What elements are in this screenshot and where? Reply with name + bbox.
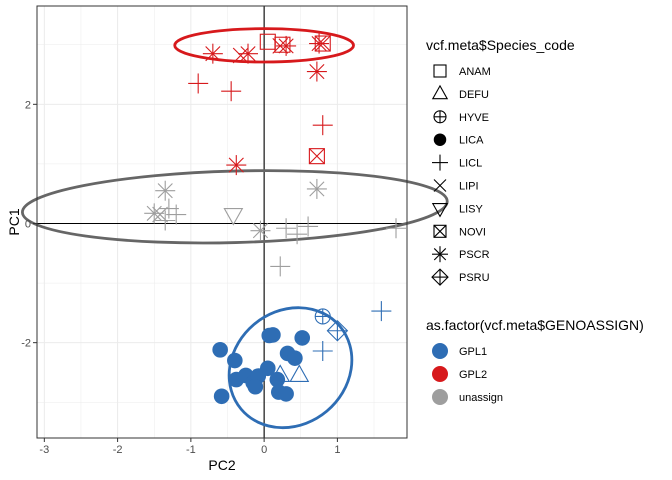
legend-color-label-unassign: unassign — [459, 392, 503, 404]
x-tick-label: -2 — [113, 444, 123, 456]
point-unassign-plus — [166, 204, 187, 225]
point-GPL1-circle-filled — [269, 371, 286, 388]
point-GPL1-circle-filled — [259, 360, 276, 377]
point-unassign-asterisk — [155, 180, 176, 201]
point-GPL2-asterisk — [202, 43, 223, 64]
point-unassign-plus — [158, 198, 179, 219]
legend-label-LISY: LISY — [459, 203, 484, 215]
legend-label-PSCR: PSCR — [459, 249, 490, 261]
legend-key-LIPI — [433, 179, 447, 192]
legend-label-NOVI: NOVI — [459, 226, 486, 238]
legend-key-NOVI — [433, 224, 447, 238]
shape-legend: ANAM DEFU HYVE LICA LICL LIPI LISY NOVI PSCR PSRU — [431, 64, 491, 286]
legend-label-LIPI: LIPI — [459, 181, 479, 193]
legend-key-PSCR — [432, 246, 448, 263]
point-GPL2-asterisk — [309, 33, 330, 54]
point-unassign-plus — [276, 218, 297, 239]
legend-key-LICL — [432, 154, 448, 171]
ellipse-unassign — [21, 169, 449, 245]
y-tick-label: 2 — [25, 99, 31, 111]
point-GPL1-plus — [371, 301, 392, 322]
legend-color-key-GPL2 — [432, 366, 448, 382]
legend-key-HYVE — [433, 110, 447, 124]
point-GPL2-plus — [188, 73, 209, 94]
color-legend-title: as.factor(vcf.meta$GENOASSIGN) — [426, 317, 644, 333]
point-GPL1-circle-plus — [314, 308, 331, 325]
legend-key-LICA — [433, 133, 447, 146]
legend-color-label-GPL2: GPL2 — [459, 369, 487, 381]
data-points — [144, 33, 407, 405]
y-tick-label: -2 — [21, 338, 31, 350]
point-GPL2-asterisk — [238, 43, 259, 64]
x-axis-ticks: -3 -2 -1 0 1 — [39, 438, 340, 456]
point-GPL2-plus — [312, 115, 333, 136]
legend-color-key-unassign — [432, 389, 448, 405]
point-GPL1-circle-filled — [227, 352, 243, 369]
point-GPL2-asterisk — [276, 35, 297, 56]
x-tick-label: 0 — [261, 444, 267, 456]
y-axis-title: PC1 — [6, 208, 22, 235]
point-unassign-plus — [298, 216, 319, 237]
point-GPL1-triangle-up-open — [289, 364, 310, 382]
point-GPL1-circle-filled — [212, 342, 228, 358]
panel-border — [36, 5, 408, 439]
legend-color-label-GPL1: GPL1 — [459, 346, 487, 358]
x-tick-label: -1 — [186, 444, 196, 456]
y-axis-ticks: -2 0 2 — [21, 99, 37, 350]
confidence-ellipses — [21, 27, 449, 430]
point-GPL2-square-cross — [308, 148, 325, 165]
legend-label-LICA: LICA — [459, 135, 484, 147]
color-legend: GPL1 GPL2 unassign — [432, 343, 503, 405]
legend-key-LISY — [431, 203, 449, 218]
point-GPL1-circle-filled — [287, 350, 303, 366]
x-axis-title: PC2 — [208, 457, 235, 473]
ellipse-GPL1 — [227, 306, 354, 430]
point-unassign-plus — [386, 218, 407, 239]
legend-key-DEFU — [431, 84, 449, 100]
ellipse-GPL2 — [173, 27, 355, 64]
legend-key-PSRU — [431, 268, 449, 286]
point-unassign-asterisk — [306, 178, 327, 199]
point-unassign-plus — [287, 224, 308, 245]
point-GPL2-asterisk — [226, 155, 247, 176]
legend-label-ANAM: ANAM — [459, 66, 491, 78]
panel-background — [37, 6, 407, 438]
point-GPL2-plus — [221, 81, 242, 102]
point-GPL1-circle-filled — [247, 378, 264, 395]
point-unassign-triangle-down-open — [223, 208, 244, 226]
legend-color-key-GPL1 — [432, 343, 448, 359]
legend-label-PSRU: PSRU — [459, 272, 490, 284]
point-GPL2-square-open — [274, 36, 291, 53]
point-unassign-plus — [270, 256, 291, 277]
legend-label-DEFU: DEFU — [459, 89, 489, 101]
y-tick-label: 0 — [25, 218, 31, 230]
x-tick-label: 1 — [334, 444, 340, 456]
point-unassign-plus — [155, 210, 176, 231]
point-GPL2-asterisk — [306, 61, 327, 82]
legend-label-LICL: LICL — [459, 158, 482, 170]
legend-key-ANAM — [433, 64, 447, 78]
point-GPL2-square-cross — [314, 35, 331, 52]
point-GPL1-plus — [312, 341, 333, 362]
shape-legend-title: vcf.meta$Species_code — [426, 37, 575, 53]
point-GPL1-triangle-up-open — [270, 364, 291, 382]
point-GPL1-circle-filled — [213, 388, 230, 405]
point-GPL1-diamond-plus — [326, 319, 349, 342]
legend-label-HYVE: HYVE — [459, 112, 489, 124]
point-GPL1-circle-filled — [278, 386, 294, 402]
point-unassign-asterisk — [250, 220, 271, 241]
point-GPL1-circle-filled — [294, 330, 311, 346]
point-GPL2-cross — [232, 47, 249, 64]
point-GPL1-circle-filled — [265, 327, 281, 343]
x-tick-label: -3 — [39, 444, 49, 456]
